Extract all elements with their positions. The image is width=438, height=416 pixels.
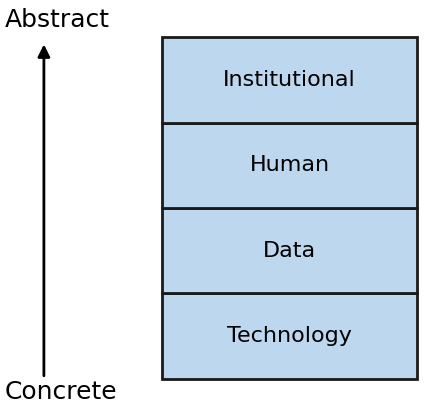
Text: Abstract: Abstract <box>4 8 109 32</box>
Text: Institutional: Institutional <box>223 70 355 90</box>
Text: Human: Human <box>249 155 329 176</box>
Text: Technology: Technology <box>227 326 351 346</box>
Text: Data: Data <box>262 240 316 261</box>
Text: Concrete: Concrete <box>4 379 117 404</box>
Bar <box>162 37 416 123</box>
Bar <box>162 208 416 293</box>
Bar <box>162 293 416 379</box>
Bar <box>162 123 416 208</box>
